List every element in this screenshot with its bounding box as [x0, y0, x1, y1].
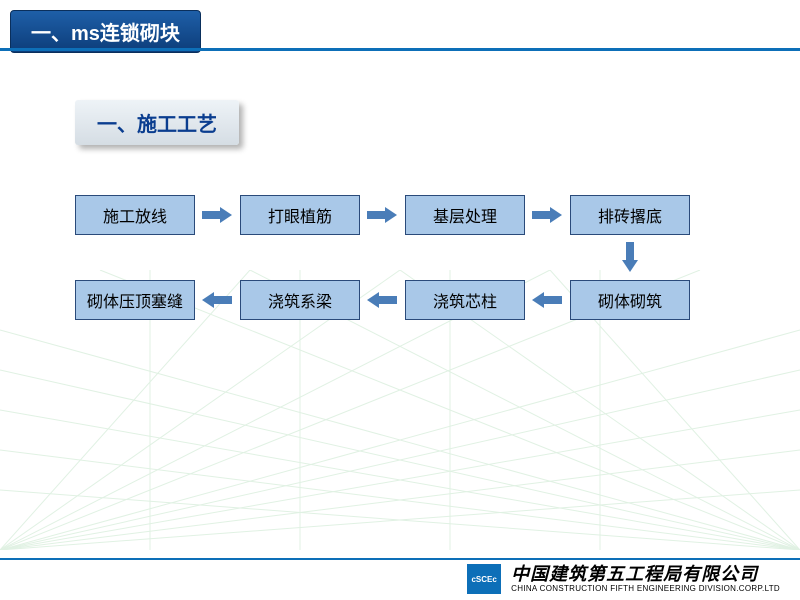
flow-node-n1: 施工放线 [75, 195, 195, 235]
flow-arrow [367, 207, 397, 223]
footer-text: 中国建筑第五工程局有限公司 CHINA CONSTRUCTION FIFTH E… [511, 565, 780, 594]
flow-arrow [367, 292, 397, 308]
flow-arrow [622, 242, 638, 272]
flow-node-n2: 打眼植筋 [240, 195, 360, 235]
company-name-en: CHINA CONSTRUCTION FIFTH ENGINEERING DIV… [511, 585, 780, 594]
flow-arrow [202, 207, 232, 223]
flow-node-n8: 砌体压顶塞缝 [75, 280, 195, 320]
header-divider [0, 48, 800, 51]
footer-divider [0, 558, 800, 560]
flow-node-n6: 浇筑芯柱 [405, 280, 525, 320]
flow-arrow [532, 292, 562, 308]
header-title-tab: 一、ms连锁砌块 [10, 10, 201, 53]
company-logo: cSCEc [467, 564, 501, 594]
flow-node-n7: 浇筑系梁 [240, 280, 360, 320]
flow-arrow [532, 207, 562, 223]
company-name-cn: 中国建筑第五工程局有限公司 [511, 565, 780, 585]
flow-node-n3: 基层处理 [405, 195, 525, 235]
footer: cSCEc 中国建筑第五工程局有限公司 CHINA CONSTRUCTION F… [467, 564, 780, 594]
section-subtitle: 一、施工工艺 [75, 100, 239, 145]
flow-node-n5: 砌体砌筑 [570, 280, 690, 320]
flow-node-n4: 排砖撂底 [570, 195, 690, 235]
flow-arrow [202, 292, 232, 308]
